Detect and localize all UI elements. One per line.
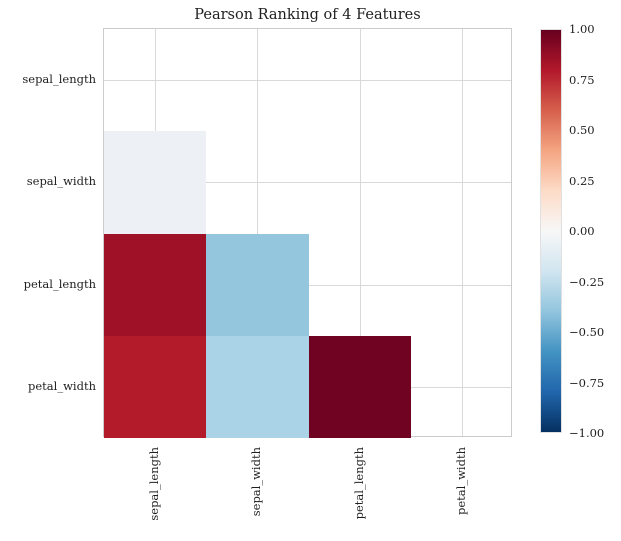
colorbar-tick-label-0.25: 0.25 xyxy=(569,173,595,188)
heatmap-cell-petal_length-x-sepal_length xyxy=(104,233,207,336)
colorbar-tick-label-−0.75: −0.75 xyxy=(569,375,605,390)
heatmap-cell-petal_width-x-petal_length xyxy=(308,335,411,438)
colorbar xyxy=(540,29,562,433)
heatmap-cell-petal_width-x-sepal_length xyxy=(104,335,207,438)
chart-title: Pearson Ranking of 4 Features xyxy=(194,7,421,23)
plot-area xyxy=(103,28,512,438)
gridline-vertical xyxy=(461,29,463,436)
colorbar-tick-label-1.00: 1.00 xyxy=(569,22,595,36)
heatmap-cell-petal_length-x-sepal_width xyxy=(206,233,309,336)
heatmap-cell-petal_width-x-sepal_width xyxy=(206,335,309,438)
xtick-label-sepal_length: sepal_length xyxy=(147,447,162,521)
xtick-label-petal_width: petal_width xyxy=(453,447,468,515)
gridline-vertical xyxy=(257,29,259,436)
colorbar-tick-label-0.50: 0.50 xyxy=(569,123,595,137)
colorbar-tick-label-−1.00: −1.00 xyxy=(569,426,605,440)
colorbar-tick-label-0.00: 0.00 xyxy=(569,224,595,238)
ytick-label-sepal_width: sepal_width xyxy=(26,174,96,189)
ytick-label-petal_width: petal_width xyxy=(28,378,96,393)
xtick-label-sepal_width: sepal_width xyxy=(249,447,264,517)
colorbar-tick-label-−0.25: −0.25 xyxy=(569,274,605,289)
gridline-horizontal xyxy=(104,80,511,82)
ytick-label-sepal_length: sepal_length xyxy=(22,72,96,87)
colorbar-tick-label-−0.50: −0.50 xyxy=(569,325,605,339)
gridline-vertical xyxy=(359,29,361,436)
heatmap-cell-sepal_width-x-sepal_length xyxy=(104,131,207,234)
ytick-label-petal_length: petal_length xyxy=(23,276,96,291)
gridline-horizontal xyxy=(104,182,511,184)
colorbar-tick-label-0.75: 0.75 xyxy=(569,72,595,87)
xtick-label-petal_length: petal_length xyxy=(351,447,366,520)
